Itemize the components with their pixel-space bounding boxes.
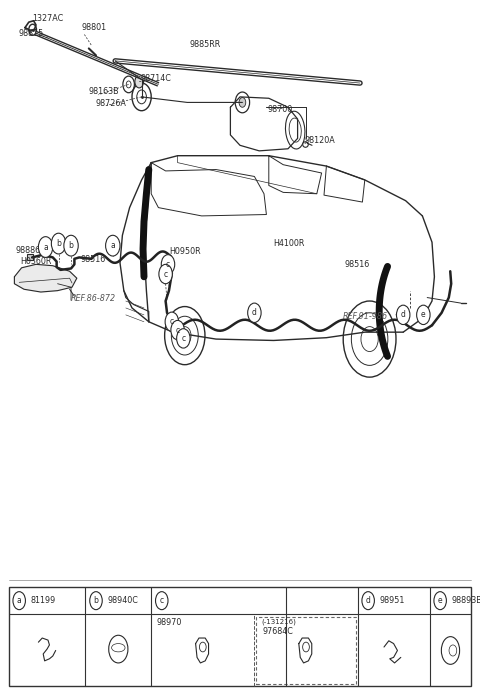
Text: 98815: 98815 (18, 28, 44, 38)
Text: c: c (160, 596, 164, 606)
Text: c: c (164, 269, 168, 279)
Text: d: d (366, 596, 371, 606)
Text: c: c (170, 317, 174, 327)
Text: 1327AC: 1327AC (33, 14, 64, 24)
Text: H0360R: H0360R (20, 257, 51, 266)
Text: 98940C: 98940C (108, 596, 138, 606)
Circle shape (248, 303, 261, 322)
Circle shape (51, 233, 66, 254)
Circle shape (161, 255, 175, 274)
Circle shape (343, 301, 396, 377)
Circle shape (171, 320, 184, 340)
Bar (9, 587, 471, 686)
Polygon shape (14, 264, 77, 292)
Circle shape (177, 329, 190, 348)
Text: c: c (176, 325, 180, 335)
Text: a: a (43, 242, 48, 252)
Circle shape (38, 237, 53, 257)
Text: 98893B: 98893B (452, 596, 480, 606)
Text: b: b (94, 596, 98, 606)
Text: c: c (166, 260, 170, 269)
Text: 9885RR: 9885RR (190, 40, 221, 50)
Text: a: a (17, 596, 22, 606)
Circle shape (165, 307, 205, 365)
Circle shape (362, 592, 374, 610)
Text: b: b (56, 239, 61, 248)
Text: REF.91-986: REF.91-986 (343, 312, 388, 322)
Circle shape (156, 592, 168, 610)
Circle shape (417, 305, 430, 325)
Text: 98516: 98516 (81, 255, 106, 264)
Text: 98886: 98886 (15, 246, 40, 255)
Text: d: d (252, 308, 257, 318)
Text: e: e (438, 596, 443, 606)
Text: 98120A: 98120A (305, 136, 336, 145)
Text: H4100R: H4100R (274, 239, 305, 248)
Text: 98951: 98951 (380, 596, 405, 606)
Text: 98516: 98516 (345, 260, 370, 269)
Text: 98970: 98970 (157, 618, 182, 628)
Circle shape (239, 98, 246, 107)
Text: b: b (69, 241, 73, 251)
Text: H0950R: H0950R (169, 247, 201, 257)
Text: 98163B: 98163B (89, 86, 120, 96)
Text: e: e (421, 310, 426, 320)
Circle shape (159, 264, 172, 284)
Text: 81199: 81199 (31, 596, 56, 606)
Text: 98801: 98801 (82, 23, 107, 33)
Text: a: a (110, 241, 115, 251)
Circle shape (135, 75, 144, 88)
Circle shape (396, 305, 410, 325)
Text: 97684C: 97684C (263, 626, 294, 636)
Text: d: d (401, 310, 406, 320)
Circle shape (434, 592, 446, 610)
Text: (-131216): (-131216) (261, 618, 296, 625)
Circle shape (64, 235, 78, 256)
Text: 98714C: 98714C (140, 74, 171, 84)
Text: c: c (181, 334, 185, 343)
Text: 98700: 98700 (268, 104, 293, 114)
Text: 98726A: 98726A (95, 99, 126, 109)
Circle shape (106, 235, 120, 256)
Circle shape (13, 592, 25, 610)
Text: REF.86-872: REF.86-872 (71, 294, 116, 304)
Circle shape (90, 592, 102, 610)
Circle shape (165, 312, 179, 331)
